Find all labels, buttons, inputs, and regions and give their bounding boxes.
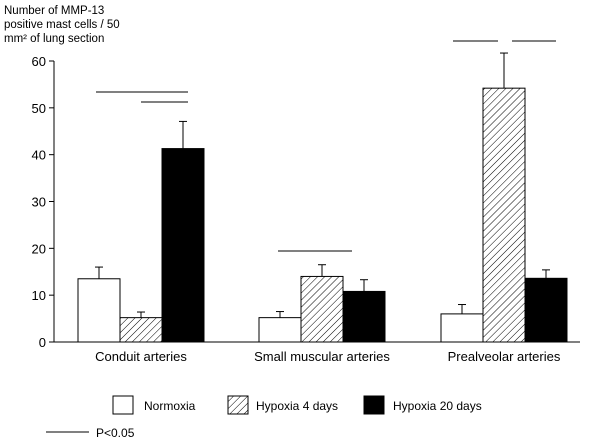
bar — [440, 313, 484, 343]
significance-lines — [96, 40, 556, 252]
bar — [77, 278, 121, 343]
error-bars — [95, 52, 550, 318]
bar — [258, 317, 302, 343]
y-axis-title-line-1: Number of MMP-13 — [4, 5, 104, 17]
significance-note-text: P<0.05 — [96, 426, 135, 440]
category-label: Small muscular arteries — [254, 349, 390, 364]
y-tick-label: 50 — [32, 101, 46, 116]
category-label: Prealveolar arteries — [448, 349, 561, 364]
legend-label: Normoxia — [144, 399, 196, 413]
y-axis-title-line-2: positive mast cells / 50 — [4, 19, 120, 31]
bar — [119, 317, 163, 343]
y-tick-label: 60 — [32, 54, 46, 69]
legend: Normoxia Hypoxia 4 days Hypoxia 20 days — [112, 395, 482, 415]
bar — [342, 290, 386, 343]
y-axis: 0 10 20 30 40 50 60 — [32, 54, 55, 350]
bar — [524, 277, 568, 343]
legend-label: Hypoxia 20 days — [393, 399, 482, 413]
y-tick-label: 10 — [32, 288, 46, 303]
y-tick-label: 0 — [39, 335, 46, 350]
category-label: Conduit arteries — [95, 349, 187, 364]
bar — [161, 148, 205, 343]
bar — [300, 275, 344, 343]
significance-note: P<0.05 — [46, 426, 135, 440]
category-labels: Conduit arteries Small muscular arteries P… — [95, 349, 561, 364]
bars — [77, 87, 568, 343]
legend-swatch — [363, 395, 385, 415]
bar — [482, 87, 526, 343]
legend-swatch — [112, 395, 134, 415]
y-tick-label: 30 — [32, 195, 46, 210]
legend-label: Hypoxia 4 days — [256, 399, 338, 413]
y-axis-title: Number of MMP-13 positive mast cells / 5… — [4, 5, 120, 45]
y-tick-label: 20 — [32, 241, 46, 256]
legend-swatch — [227, 395, 249, 415]
y-axis-title-line-3: mm² of lung section — [4, 33, 104, 45]
y-tick-label: 40 — [32, 148, 46, 163]
